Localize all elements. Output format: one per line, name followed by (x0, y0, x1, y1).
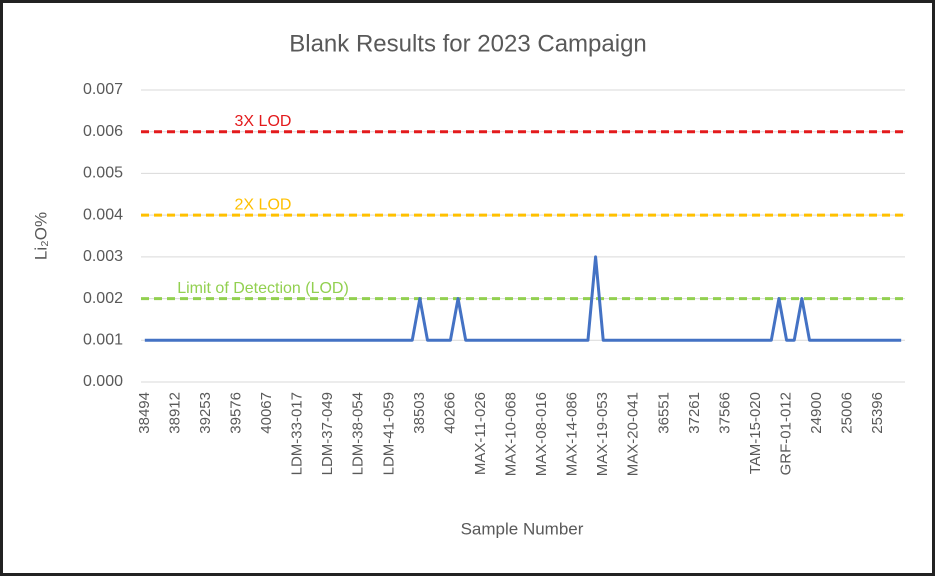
y-tick-label: 0.006 (83, 123, 123, 140)
x-tick-label: 40067 (258, 392, 275, 434)
x-tick-label: MAX-20-041 (625, 392, 642, 476)
y-tick-label: 0.005 (83, 165, 123, 182)
x-tick-label: MAX-14-086 (564, 392, 581, 476)
y-axis-label: Li₂O% (31, 212, 50, 260)
x-tick-label: 24900 (808, 392, 825, 434)
y-tick-label: 0.002 (83, 290, 123, 307)
y-tick-label: 0.001 (83, 332, 123, 349)
x-tick-label: MAX-11-026 (472, 392, 489, 475)
x-tick-label: 36551 (655, 392, 672, 434)
x-tick-label: LDM-38-054 (350, 392, 367, 475)
x-tick-label: 38503 (411, 392, 428, 434)
x-tick-label: LDM-33-017 (289, 392, 306, 475)
x-tick-label: LDM-41-059 (380, 392, 397, 475)
data-line (144, 255, 902, 342)
x-tick-label: 37261 (686, 392, 703, 434)
x-tick-label: 37566 (716, 392, 733, 434)
x-tick-label: 39576 (227, 392, 244, 434)
x-axis-label: Sample Number (461, 519, 584, 538)
reference-label: 3X LOD (235, 113, 292, 130)
x-tick-label: 25396 (869, 392, 886, 434)
x-tick-label: 25006 (839, 392, 856, 434)
chart-title: Blank Results for 2023 Campaign (289, 30, 647, 57)
y-tick-label: 0.007 (83, 81, 123, 98)
x-tick-label: 38494 (136, 392, 153, 434)
x-tick-label: MAX-10-068 (503, 392, 520, 476)
x-tick-label: MAX-08-016 (533, 392, 550, 476)
y-tick-label: 0.000 (83, 373, 123, 390)
reference-label: 2X LOD (235, 196, 292, 213)
y-tick-label: 0.003 (83, 248, 123, 265)
x-tick-label: TAM-15-020 (747, 392, 764, 474)
reference-label: Limit of Detection (LOD) (177, 280, 349, 297)
x-tick-label: GRF-01-012 (778, 392, 795, 475)
x-tick-label: LDM-37-049 (319, 392, 336, 475)
x-tick-label: 38912 (166, 392, 183, 434)
x-tick-label: 39253 (197, 392, 214, 434)
x-tick-label: 40266 (441, 392, 458, 434)
x-tick-label: MAX-19-053 (594, 392, 611, 476)
y-tick-label: 0.004 (83, 206, 123, 223)
